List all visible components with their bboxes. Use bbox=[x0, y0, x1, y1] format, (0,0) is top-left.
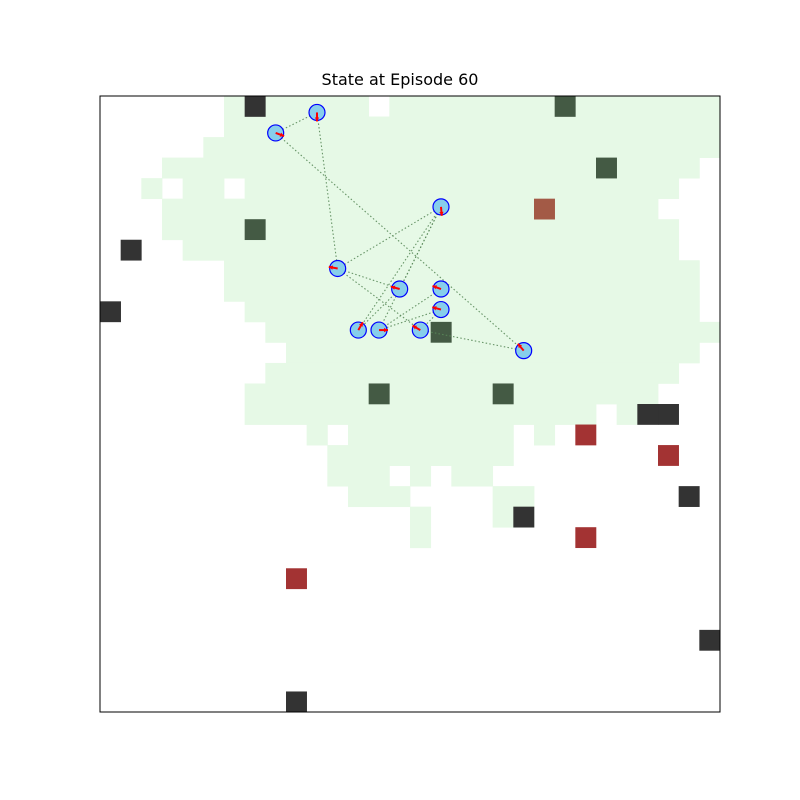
covered-obstacle-cell bbox=[368, 383, 390, 405]
agent bbox=[432, 300, 450, 319]
agent-heading-arrowhead bbox=[384, 327, 388, 333]
explored-cell-run bbox=[616, 404, 638, 425]
agents-layer bbox=[267, 103, 533, 360]
explored-cell-run bbox=[244, 178, 680, 200]
agent bbox=[370, 321, 388, 339]
explored-cell-run bbox=[327, 445, 514, 466]
obstacle-cell bbox=[637, 404, 659, 425]
covered-obstacle-cell bbox=[596, 157, 617, 179]
plot-frame bbox=[99, 95, 721, 713]
explored-cell-run bbox=[224, 260, 700, 282]
obstacle-cell bbox=[100, 301, 121, 323]
obstacle-cell bbox=[286, 691, 307, 713]
agent-heading-arrowhead bbox=[328, 265, 334, 270]
explored-cell-run bbox=[451, 465, 494, 487]
explored-cell-run bbox=[244, 301, 700, 323]
agent-link bbox=[357, 206, 442, 331]
agent-link bbox=[378, 206, 442, 331]
explored-cell-run bbox=[182, 178, 225, 200]
grid-cell-layer bbox=[100, 96, 721, 713]
explored-cell-run bbox=[534, 424, 556, 446]
explored-cell-run bbox=[244, 383, 659, 405]
agent bbox=[432, 280, 450, 298]
agent-heading-arrowhead bbox=[412, 325, 418, 330]
target-cell bbox=[658, 445, 679, 466]
explored-cell-run bbox=[162, 198, 659, 220]
agent bbox=[515, 342, 533, 360]
agent bbox=[432, 198, 450, 216]
obstacle-cell bbox=[658, 404, 679, 425]
agent bbox=[308, 103, 326, 122]
agent-heading-arrowhead bbox=[358, 322, 363, 327]
agent-heading-arrowhead bbox=[517, 343, 523, 349]
obstacle-cell bbox=[244, 96, 266, 117]
explored-cell-run bbox=[306, 424, 328, 446]
agent bbox=[411, 321, 429, 339]
target-cell bbox=[286, 568, 307, 590]
agent-heading-arrowhead bbox=[314, 117, 320, 122]
obstacle-cell bbox=[513, 506, 535, 528]
agent-link bbox=[275, 132, 525, 352]
communication-links-layer bbox=[275, 111, 525, 352]
explored-cell-run bbox=[162, 157, 700, 179]
target-cell bbox=[575, 527, 597, 549]
explored-cell-run bbox=[265, 321, 721, 343]
agent-link bbox=[337, 206, 442, 269]
explored-cell-run bbox=[265, 362, 680, 384]
explored-cell-run bbox=[162, 219, 680, 241]
obstacle-cell bbox=[120, 239, 142, 261]
covered-obstacle-cell bbox=[492, 383, 514, 405]
explored-cell-run bbox=[410, 506, 432, 528]
explored-cell-run bbox=[348, 486, 411, 508]
covered-obstacle-cell bbox=[554, 96, 576, 117]
agent bbox=[390, 280, 409, 298]
agent bbox=[349, 321, 367, 339]
covered-target-cell bbox=[534, 198, 555, 220]
chart-title: State at Episode 60 bbox=[321, 70, 479, 89]
agent-heading-arrowhead bbox=[390, 285, 396, 290]
obstacle-cell bbox=[678, 486, 700, 507]
explored-cell-run bbox=[327, 465, 390, 487]
explored-cell-run bbox=[410, 465, 432, 487]
explored-cell-run bbox=[224, 116, 721, 138]
agent-link bbox=[337, 268, 421, 331]
explored-cell-run bbox=[492, 486, 535, 508]
obstacle-cell bbox=[699, 629, 721, 651]
explored-cell-run bbox=[141, 178, 163, 200]
explored-cell-run bbox=[348, 424, 514, 446]
agent bbox=[328, 259, 347, 278]
agent-heading-arrowhead bbox=[432, 306, 437, 311]
explored-cell-run bbox=[224, 280, 700, 302]
target-cell bbox=[575, 424, 597, 446]
explored-cell-run bbox=[286, 342, 700, 364]
agent bbox=[267, 124, 285, 142]
agent-heading-arrowhead bbox=[432, 285, 437, 290]
agent-link bbox=[378, 288, 442, 331]
explored-cell-run bbox=[410, 527, 432, 549]
agent-link bbox=[420, 329, 524, 352]
agent-link bbox=[357, 288, 401, 331]
explored-cell-run bbox=[244, 404, 597, 425]
covered-obstacle-cell bbox=[430, 321, 452, 343]
explored-cell-run bbox=[203, 137, 721, 158]
agent-link bbox=[316, 112, 339, 269]
covered-obstacle-cell bbox=[244, 219, 266, 241]
explored-cell-run bbox=[182, 239, 680, 261]
agent-heading-arrowhead bbox=[439, 211, 444, 216]
agent-heading-arrowhead bbox=[279, 132, 285, 137]
